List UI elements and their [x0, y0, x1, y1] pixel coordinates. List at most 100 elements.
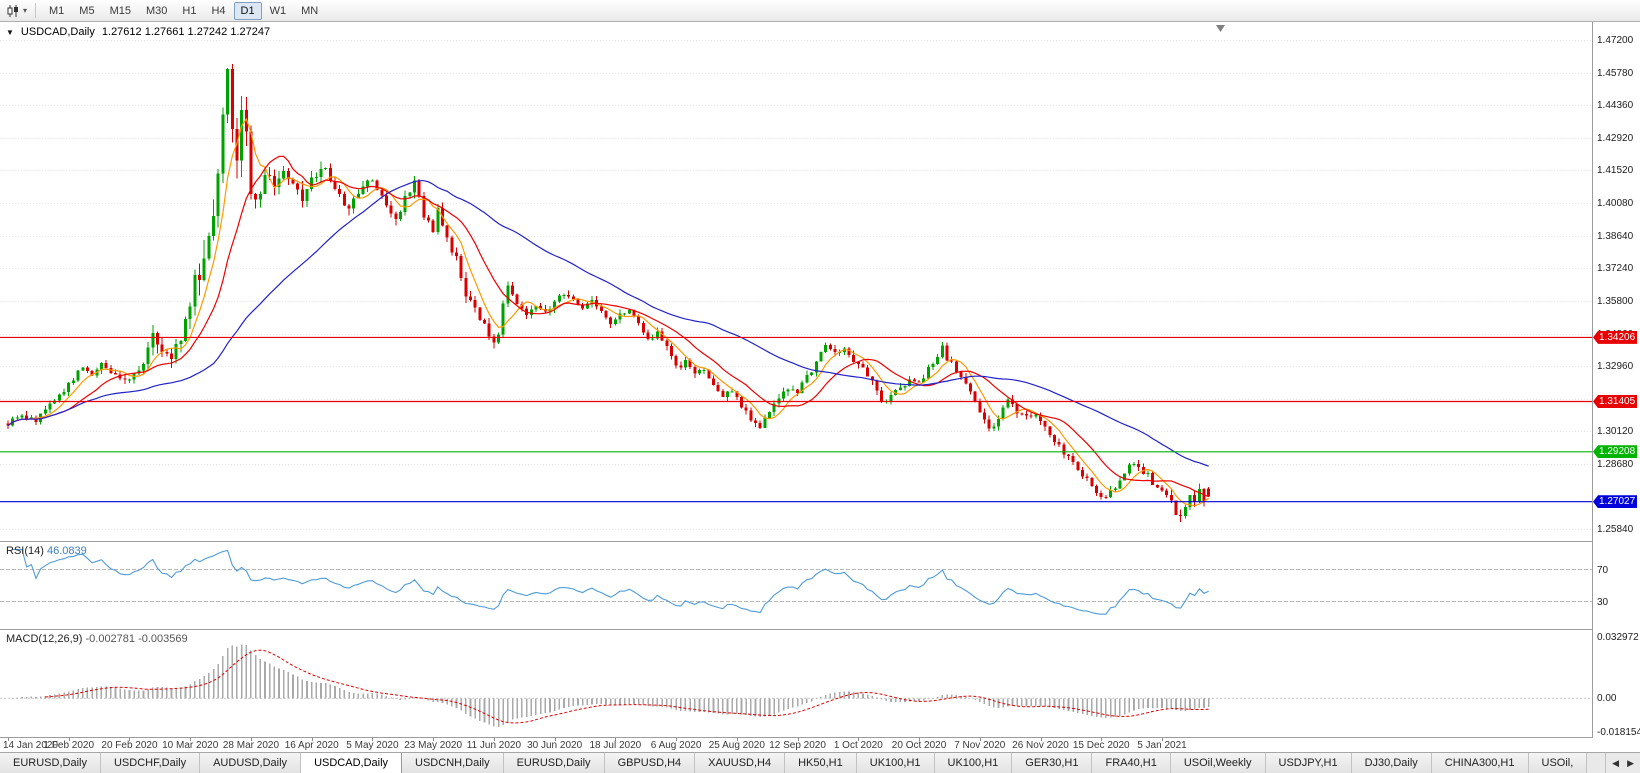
- chart-tab-UK100-H1[interactable]: UK100,H1: [856, 753, 935, 773]
- rsi-label: RSI(14) 46.0839: [6, 545, 87, 557]
- macd-signal-line: [45, 649, 1209, 724]
- chart-tab-EURUSD-Daily[interactable]: EURUSD,Daily: [0, 753, 101, 773]
- time-axis-tick: [797, 738, 799, 741]
- rsi-axis-label: 70: [1597, 564, 1609, 576]
- price-axis-label: 1.38640: [1597, 230, 1634, 242]
- chart-type-caret-icon[interactable]: ▾: [23, 6, 28, 15]
- time-axis-label: 18 Jul 2020: [589, 740, 642, 751]
- chart-tab-UK100-H1[interactable]: UK100,H1: [934, 753, 1013, 773]
- chart-tab-EURUSD-Daily[interactable]: EURUSD,Daily: [503, 753, 605, 773]
- chart-tab-DJ30-Daily[interactable]: DJ30,Daily: [1351, 753, 1432, 773]
- time-axis-tick: [1101, 738, 1103, 741]
- timeframe-buttons: M1 M5 M15 M30 H1 H4 D1 W1 MN: [42, 1, 325, 20]
- time-axis-label: 26 Nov 2020: [1012, 740, 1069, 751]
- time-axis-label: 5 May 2020: [346, 740, 399, 751]
- chart-window: ▼ USDCAD,Daily 1.27612 1.27661 1.27242 1…: [0, 22, 1640, 752]
- rsi-line: [12, 548, 1209, 615]
- chart-title-ohlc: 1.27612 1.27661 1.27242 1.27247: [101, 26, 271, 38]
- panel-separator: [0, 737, 1640, 738]
- price-level-badge: 1.27027: [1593, 495, 1638, 509]
- time-axis-tick: [129, 738, 131, 741]
- price-axis-label: 1.41520: [1597, 165, 1634, 177]
- macd-axis-label: 0.00: [1597, 693, 1617, 705]
- price-level-badge: 1.31405: [1593, 395, 1638, 409]
- macd-label: MACD(12,26,9) -0.002781 -0.003569: [6, 633, 188, 645]
- price-axis-label: 1.42920: [1597, 133, 1634, 145]
- chart-tab-USDCHF-Daily[interactable]: USDCHF,Daily: [100, 753, 201, 773]
- chart-tab-FRA40-H1[interactable]: FRA40,H1: [1092, 753, 1171, 773]
- price-axis-label: 1.25840: [1597, 523, 1634, 535]
- timeframe-button-M30[interactable]: M30: [145, 4, 168, 17]
- chart-tabs-bar: EURUSD,Daily USDCHF,Daily AUDUSD,Daily USDC…: [0, 752, 1640, 773]
- time-axis[interactable]: 14 Jan 2020 1 Feb 2020 20 Feb 2020 10 Mar 2…: [0, 738, 1592, 752]
- timeframe-button-H1[interactable]: H1: [182, 4, 197, 17]
- timeframe-button-M15[interactable]: M15: [109, 4, 131, 17]
- moving-average-line-14: [7, 155, 1209, 498]
- time-axis-tick: [615, 738, 617, 741]
- price-axis-label: 1.47200: [1597, 35, 1634, 47]
- chart-tab-XAUUSD-H4[interactable]: XAUUSD,H4: [695, 753, 786, 773]
- time-axis-label: 20 Feb 2020: [101, 740, 158, 751]
- time-axis-tick: [433, 738, 435, 741]
- timeframe-button-D1[interactable]: D1: [233, 1, 262, 20]
- macd-histogram: [11, 644, 1210, 727]
- price-axis-label: 1.30120: [1597, 425, 1634, 437]
- chart-tab-CHINA300-H1[interactable]: CHINA300,H1: [1431, 753, 1529, 773]
- timeframe-button-M5[interactable]: M5: [79, 4, 95, 17]
- time-axis-label: 14 Jan 2020: [3, 740, 59, 751]
- macd-indicator-panel[interactable]: [0, 630, 1592, 737]
- candlestick-chart-icon[interactable]: [4, 3, 22, 18]
- candles: [6, 64, 1211, 522]
- one-click-trading-icon[interactable]: ▼: [6, 27, 14, 37]
- macd-values: -0.002781 -0.003569: [85, 633, 188, 645]
- timeframe-button-W1[interactable]: W1: [269, 4, 287, 17]
- toolbar: ▾ M1 M5 M15 M30 H1 H4 D1 W1 MN: [0, 0, 1640, 22]
- main-price-chart[interactable]: [0, 22, 1592, 541]
- chart-tab-AUDUSD-Daily[interactable]: AUDUSD,Daily: [200, 753, 302, 773]
- time-axis-tick: [554, 738, 556, 741]
- macd-axis-label: -0.018154: [1597, 727, 1640, 738]
- timeframe-button-H4[interactable]: H4: [211, 4, 226, 17]
- time-axis-tick: [190, 738, 192, 741]
- tab-scroll-buttons: ◀ ▶: [1605, 753, 1640, 773]
- time-axis-label: 28 Mar 2020: [222, 740, 280, 751]
- time-axis-tick: [311, 738, 313, 741]
- chart-tab-USOil-Weekly[interactable]: USOil,Weekly: [1170, 753, 1266, 773]
- moving-average-line-6: [7, 117, 1210, 507]
- time-axis-label: 6 Aug 2020: [650, 740, 702, 751]
- chart-tab-HK50-H1[interactable]: HK50,H1: [785, 753, 857, 773]
- price-axis-label: 1.35800: [1597, 295, 1634, 307]
- price-axis[interactable]: 1.47200 1.45780 1.44360 1.42920 1.41520 1.400…: [1592, 22, 1640, 738]
- rsi-indicator-panel[interactable]: [0, 542, 1592, 629]
- timeframe-button-M1[interactable]: M1: [49, 4, 65, 17]
- price-level-badge: 1.29208: [1593, 445, 1638, 459]
- rsi-name: RSI(14): [6, 545, 44, 557]
- time-axis-label: 1 Oct 2020: [833, 740, 883, 751]
- chart-tab-USDCAD-Daily[interactable]: USDCAD,Daily: [301, 753, 403, 773]
- panel-separator[interactable]: [0, 541, 1640, 542]
- chart-title-symbol: USDCAD,Daily: [20, 26, 95, 38]
- moving-average-line-45: [7, 180, 1209, 467]
- chart-tab-GBPUSD-H4[interactable]: GBPUSD,H4: [604, 753, 696, 773]
- chart-tab-USDCNH-Daily[interactable]: USDCNH,Daily: [402, 753, 504, 773]
- tab-scroll-right-icon[interactable]: ▶: [1627, 757, 1634, 768]
- price-axis-label: 1.32960: [1597, 360, 1634, 372]
- tab-scroll-left-icon[interactable]: ◀: [1612, 757, 1620, 768]
- time-axis-label: 5 Jan 2021: [1137, 740, 1187, 751]
- timeframe-button-MN[interactable]: MN: [301, 4, 319, 17]
- toolbar-separator: [35, 3, 37, 18]
- time-axis-label: 10 Mar 2020: [162, 740, 219, 751]
- chart-tab-USDJPY-H1[interactable]: USDJPY,H1: [1265, 753, 1352, 773]
- chart-tabs: EURUSD,Daily USDCHF,Daily AUDUSD,Daily USDC…: [0, 753, 1605, 773]
- macd-name: MACD(12,26,9): [6, 633, 83, 645]
- price-axis-label: 1.40080: [1597, 198, 1634, 209]
- panel-separator[interactable]: [0, 629, 1640, 630]
- chart-tab-USOil-[interactable]: USOil,: [1528, 753, 1588, 773]
- time-axis-tick: [8, 738, 9, 741]
- time-axis-tick: [1040, 738, 1042, 741]
- chart-tab-GER30-H1[interactable]: GER30,H1: [1012, 753, 1093, 773]
- rsi-axis-label: 30: [1597, 596, 1609, 608]
- chart-shift-marker[interactable]: [1216, 25, 1225, 32]
- price-axis-label: 1.37240: [1597, 262, 1634, 274]
